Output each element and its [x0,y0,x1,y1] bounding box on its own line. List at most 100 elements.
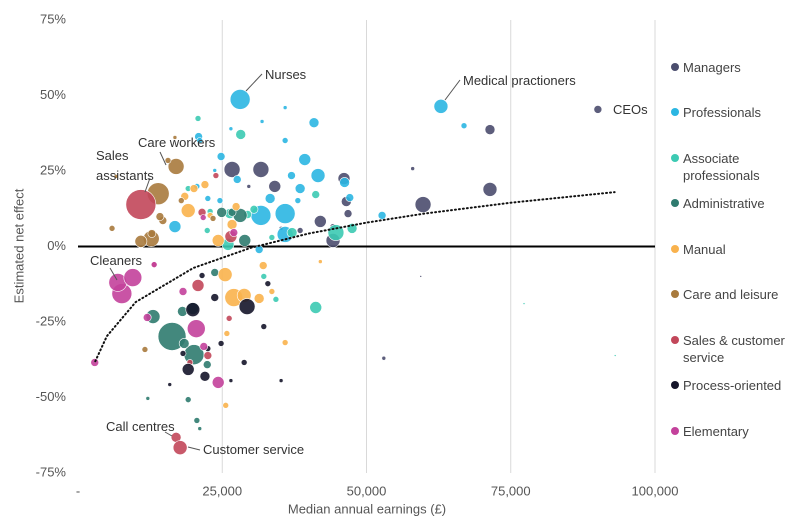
bubble [484,124,496,135]
x-tick-label: 50,000 [347,483,387,498]
bubble [228,378,234,383]
bubble [185,302,201,317]
leader-line [164,431,173,437]
x-tick-label: 25,000 [202,483,242,498]
y-tick-label: -25% [36,313,67,328]
bubble [211,234,225,247]
bubble [172,135,178,140]
bubble [184,396,192,403]
legend-marker [671,199,679,207]
bubble [145,396,151,401]
x-tick-label: 75,000 [491,483,531,498]
legend-label: Associate professionals [683,151,760,183]
bubble [235,129,247,140]
bubble [189,184,199,193]
bubble [210,293,220,302]
bubble [482,182,498,197]
bubble [281,137,289,144]
bubble [246,184,252,189]
bubble [147,229,157,238]
bubble [274,203,296,224]
bubble [414,196,432,213]
bubble [217,340,225,347]
leader-line [144,177,151,193]
bubble [209,215,217,222]
bubble [258,261,268,270]
bubble [264,193,276,204]
leader-line [444,79,461,101]
legend-label: Manual [683,242,726,257]
bubble [204,195,212,202]
y-tick-label: 0% [47,238,66,253]
bubble [264,280,272,287]
bubble [310,168,326,183]
bubble [197,426,203,431]
bubble [180,203,196,218]
y-tick-label: 75% [40,11,66,26]
bubble [142,313,152,322]
legend-marker [671,427,679,435]
legend-marker [671,108,679,116]
bubble [199,214,207,221]
annotation: Sales assistants [96,148,154,183]
bubble [193,417,201,424]
bubble [260,323,268,330]
bubble [311,190,321,199]
bubble [225,315,233,322]
legend-marker [671,63,679,71]
bubble [90,358,100,367]
bubble [259,119,265,124]
bubble [229,228,239,237]
y-tick-label: -50% [36,389,67,404]
bubble [178,287,188,296]
annotation: Medical practioners [463,73,576,88]
bubble [282,105,288,110]
bubble [309,301,323,314]
bubble [203,351,213,360]
bubble [522,302,526,305]
annotation: Nurses [265,67,307,82]
bubble [252,161,270,178]
y-tick-label: 25% [40,162,66,177]
bubble [419,275,423,278]
bubble [460,122,468,129]
annotation: CEOs [613,102,648,117]
bubble [268,180,282,193]
bubble [212,168,218,173]
bubble [339,177,350,188]
bubble [229,89,251,110]
legend-label: Process-oriented [683,378,782,393]
y-tick-label: 50% [40,87,66,102]
bubble [238,234,252,247]
bubble [108,225,116,232]
bubble [294,183,306,194]
legend-marker [671,245,679,253]
bubble [125,189,157,220]
bubble [278,378,284,383]
bubble [308,117,320,128]
bubble [228,126,234,132]
bubble [164,157,172,164]
bubble [155,212,165,221]
bubble [314,215,327,228]
bubble [216,152,226,161]
bubble [433,99,449,114]
bubble [272,296,280,303]
legend-marker [671,154,679,162]
bubble [200,180,210,189]
bubble [210,268,220,277]
bubble [343,209,353,218]
legend-marker [671,290,679,298]
bubble [150,261,158,268]
bubble [287,171,296,180]
bubble [168,220,182,233]
bubble [134,235,148,248]
annotation: Call centres [106,419,175,434]
bubble [232,175,242,184]
bubble [286,227,298,238]
bubble [216,197,224,204]
legend-marker [671,336,679,344]
bubble [381,355,387,361]
bubble [123,268,143,287]
bubble [298,153,312,166]
